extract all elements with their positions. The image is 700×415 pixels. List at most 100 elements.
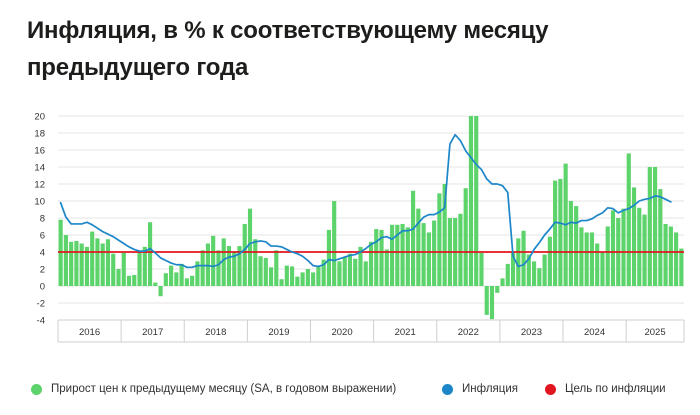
- y-tick-label: 12: [34, 180, 45, 191]
- x-year-label: 2017: [142, 327, 163, 338]
- y-tick-label: 6: [40, 231, 45, 242]
- bar: [174, 272, 179, 286]
- x-year-label: 2025: [644, 327, 665, 338]
- bar: [521, 230, 526, 286]
- bar: [195, 261, 200, 286]
- bar: [142, 246, 147, 286]
- x-year-label: 2016: [79, 327, 100, 338]
- bar: [163, 273, 168, 286]
- bar: [300, 272, 305, 286]
- bar: [242, 223, 247, 286]
- y-tick-label: 16: [34, 146, 45, 157]
- bar: [579, 227, 584, 286]
- bar: [595, 243, 600, 286]
- bar: [137, 251, 142, 286]
- bar: [169, 265, 174, 286]
- bar: [600, 252, 605, 286]
- bar: [90, 231, 95, 286]
- bar: [389, 224, 395, 286]
- bar: [658, 189, 663, 286]
- bar: [258, 256, 263, 286]
- bar: [332, 201, 337, 286]
- bar: [116, 269, 121, 286]
- bar: [353, 258, 358, 286]
- bar: [368, 241, 374, 286]
- bar: [69, 241, 74, 286]
- legend-line-marker: [442, 383, 453, 395]
- bar: [316, 266, 321, 286]
- bar: [200, 250, 205, 286]
- bar: [411, 190, 416, 286]
- bar: [553, 180, 558, 286]
- y-tick-label: 0: [40, 282, 45, 293]
- bar: [647, 167, 652, 286]
- bar: [468, 116, 474, 286]
- bar: [574, 206, 579, 286]
- bar: [589, 232, 595, 286]
- inflation-chart: -4 -2 0 2 4 6 8 10 12 14 16 18 20 2016 2017 2018 2019 202…: [34, 112, 685, 343]
- bar: [321, 259, 326, 286]
- bar: [652, 167, 658, 286]
- bar: [505, 263, 510, 286]
- bar: [679, 248, 684, 286]
- bar: [610, 210, 616, 286]
- bar: [290, 266, 295, 286]
- bar: [100, 243, 105, 286]
- bar: [184, 278, 189, 286]
- bar: [463, 188, 468, 286]
- bar: [374, 229, 379, 286]
- bar: [495, 286, 500, 293]
- bar: [126, 275, 132, 286]
- bar: [95, 238, 100, 286]
- bar: [232, 252, 237, 286]
- legend: Прирост цен к предыдущему месяцу (SA, в …: [0, 383, 700, 403]
- bar: [631, 187, 637, 286]
- bar: [542, 254, 547, 286]
- bar: [132, 274, 137, 286]
- bar: [637, 207, 642, 286]
- bar: [426, 232, 431, 286]
- bar: [147, 222, 153, 286]
- bar: [190, 275, 195, 286]
- x-year-label: 2021: [395, 327, 416, 338]
- bar: [342, 257, 347, 286]
- bar: [432, 220, 437, 286]
- bar: [405, 227, 410, 286]
- bar: [674, 232, 679, 286]
- bar: [216, 250, 221, 286]
- y-tick-label: 2: [40, 265, 45, 276]
- bar: [474, 116, 479, 286]
- bar: [558, 178, 563, 286]
- bar: [63, 235, 68, 286]
- bar: [337, 261, 342, 286]
- bar: [379, 229, 384, 286]
- bar: [421, 223, 426, 286]
- bar: [279, 279, 284, 286]
- legend-bars-item[interactable]: Прирост цен к предыдущему месяцу (SA, в …: [31, 383, 396, 395]
- bar: [437, 193, 442, 286]
- x-year-label: 2023: [521, 327, 542, 338]
- bar: [479, 252, 484, 286]
- legend-target-item[interactable]: Цель по инфляции: [545, 383, 666, 395]
- bar: [153, 282, 158, 286]
- y-tick-label: 20: [34, 112, 45, 123]
- bar: [642, 214, 647, 286]
- bar: [668, 226, 673, 286]
- bar: [179, 263, 184, 286]
- bar: [532, 261, 537, 286]
- bar: [568, 201, 573, 286]
- bar: [295, 276, 300, 286]
- bar: [211, 235, 216, 286]
- bar: [347, 253, 353, 286]
- y-tick-label: 14: [34, 163, 45, 174]
- bar: [516, 238, 521, 286]
- bar: [458, 213, 463, 286]
- bar: [247, 208, 253, 286]
- bar: [384, 249, 389, 286]
- legend-line-item[interactable]: Инфляция: [442, 383, 518, 395]
- bar: [621, 208, 626, 286]
- bar: [84, 246, 90, 286]
- y-tick-label: 10: [34, 197, 45, 208]
- bar: [526, 254, 531, 286]
- legend-bars-marker: [31, 383, 42, 395]
